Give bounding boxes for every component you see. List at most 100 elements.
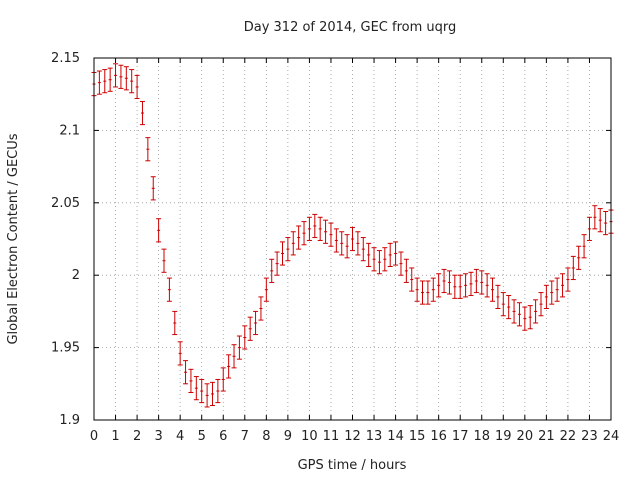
- x-tick-label: 6: [219, 429, 227, 444]
- x-tick-label: 3: [154, 429, 162, 444]
- error-bar-point: [527, 305, 533, 330]
- error-bar-point: [279, 241, 285, 266]
- x-tick-label: 5: [198, 429, 206, 444]
- x-tick-label: 16: [430, 429, 447, 444]
- error-bar-point: [161, 248, 167, 273]
- error-bar-point: [382, 247, 388, 272]
- error-bar-point: [253, 310, 259, 336]
- error-bar-point: [452, 274, 458, 299]
- x-tick-label: 14: [387, 429, 404, 444]
- error-bar-point: [581, 234, 587, 259]
- error-bar-point: [597, 208, 603, 233]
- error-bar-point: [403, 258, 409, 283]
- error-bar-point: [328, 222, 334, 247]
- error-bar-point: [495, 284, 501, 310]
- x-tick-label: 9: [284, 429, 292, 444]
- error-bar-point: [215, 378, 221, 404]
- error-bar-point: [188, 368, 194, 393]
- error-bar-point: [468, 271, 474, 296]
- x-tick-label: 22: [560, 429, 577, 444]
- error-bar-point: [592, 205, 598, 230]
- x-tick-label: 10: [301, 429, 318, 444]
- y-tick-label: 2: [72, 268, 80, 283]
- error-bar-point: [139, 100, 145, 126]
- error-bar-point: [522, 306, 528, 331]
- error-bar-point: [274, 251, 280, 276]
- x-axis-label: GPS time / hours: [298, 458, 407, 473]
- error-bar-point: [560, 273, 566, 298]
- error-bar-point: [134, 74, 140, 100]
- error-bar-point: [355, 231, 361, 256]
- x-tick-label: 8: [262, 429, 270, 444]
- error-bar-point: [436, 273, 442, 298]
- error-bar-point: [366, 242, 372, 268]
- error-bar-point: [350, 226, 355, 252]
- error-bar-point: [570, 255, 576, 281]
- y-tick-label: 2.1: [59, 123, 80, 138]
- error-bar-point: [177, 341, 183, 366]
- tick-marks: [93, 57, 612, 421]
- error-bar-point: [242, 325, 248, 350]
- x-tick-label: 11: [323, 429, 340, 444]
- error-bar-point: [231, 344, 237, 369]
- error-bar-point: [183, 360, 189, 385]
- error-bar-point: [312, 213, 318, 239]
- error-bar-point: [425, 280, 431, 305]
- error-bar-point: [333, 228, 339, 253]
- error-bar-point: [549, 280, 555, 305]
- y-tick-label: 2.15: [51, 51, 80, 66]
- error-bar-point: [398, 251, 404, 276]
- error-bar-point: [473, 268, 479, 294]
- error-bar-point: [516, 302, 522, 327]
- error-bar-point: [102, 69, 108, 94]
- error-bar-point: [193, 376, 199, 401]
- error-bar-point: [113, 63, 119, 88]
- error-bar-point: [603, 210, 609, 236]
- error-bar-point: [500, 292, 506, 317]
- error-bar-point: [538, 292, 544, 317]
- error-bar-point: [123, 66, 129, 91]
- error-bar-point: [446, 270, 452, 295]
- error-bar-point: [441, 268, 447, 294]
- error-bar-point: [586, 216, 592, 241]
- error-bar-point: [344, 234, 350, 259]
- error-bar-point: [554, 277, 560, 302]
- x-tick-label: 15: [409, 429, 426, 444]
- error-bar-point: [247, 316, 253, 341]
- error-bar-point: [263, 277, 269, 302]
- error-bar-point: [236, 335, 242, 360]
- x-tick-label: 19: [495, 429, 512, 444]
- data-series: [91, 63, 614, 408]
- error-bar-point: [511, 299, 517, 324]
- error-bar-point: [199, 378, 205, 404]
- x-tick-labels: 0 1 2 3 4 5 6 7 8 9 10 11 12 13 14 15 16 17 18 19 20 21 22 23 24: [90, 429, 619, 444]
- x-tick-label: 7: [241, 429, 249, 444]
- y-tick-label: 1.9: [59, 413, 80, 428]
- error-bar-point: [301, 221, 307, 246]
- error-bar-point: [166, 277, 172, 302]
- error-bar-point: [118, 64, 124, 89]
- error-bar-point: [323, 219, 329, 244]
- error-bar-point: [371, 247, 377, 272]
- x-tick-label: 20: [517, 429, 534, 444]
- error-bar-point: [269, 258, 275, 283]
- y-tick-label: 1.95: [51, 341, 80, 356]
- error-bar-point: [457, 274, 463, 299]
- y-tick-labels: 1.9 1.95 2 2.05 2.1 2.15: [51, 51, 80, 428]
- error-bar-point: [204, 383, 210, 408]
- grid-lines: [94, 58, 611, 420]
- error-bar-point: [420, 280, 426, 305]
- y-tick-label: 2.05: [51, 196, 80, 211]
- error-bar-point: [543, 284, 549, 310]
- error-bar-point: [387, 242, 393, 268]
- error-bar-point: [533, 299, 539, 324]
- error-bar-point: [484, 273, 490, 298]
- x-tick-label: 18: [473, 429, 490, 444]
- error-bar-point: [220, 367, 226, 392]
- error-bar-point: [576, 245, 582, 270]
- error-bar-point: [296, 225, 302, 250]
- error-bar-point: [360, 237, 366, 262]
- error-bar-point: [226, 354, 232, 379]
- x-tick-label: 12: [344, 429, 361, 444]
